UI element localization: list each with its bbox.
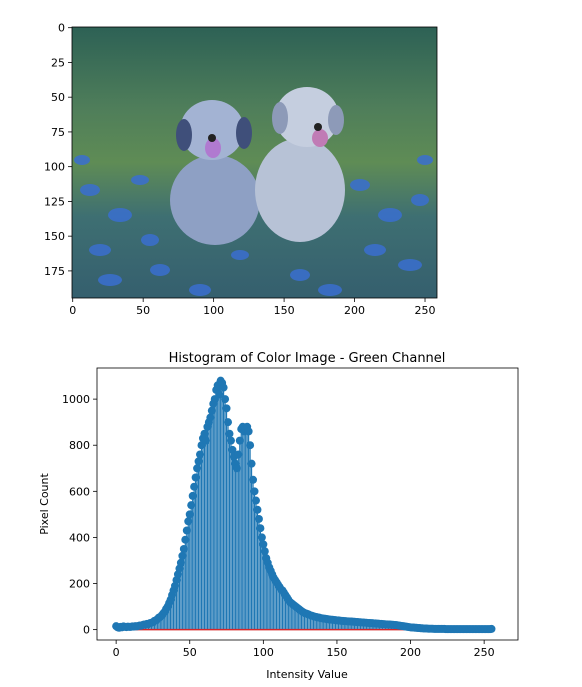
- stem-marker: [196, 450, 205, 459]
- y-tick-label: 75: [51, 126, 65, 139]
- stem-marker: [191, 473, 200, 482]
- y-tick-label: 50: [51, 91, 65, 104]
- stem-marker: [487, 624, 496, 633]
- y-tick-label: 600: [69, 485, 90, 498]
- stem-marker: [224, 418, 233, 427]
- y-tick-label: 100: [44, 161, 65, 174]
- y-axis-label: Pixel Count: [38, 473, 51, 535]
- x-tick-label: 50: [136, 304, 150, 317]
- y-tick-label: 25: [51, 56, 65, 69]
- y-tick-label: 175: [44, 265, 65, 278]
- chart-title: Histogram of Color Image - Green Channel: [169, 351, 446, 366]
- stem-marker: [250, 487, 259, 496]
- x-tick-label: 50: [183, 646, 197, 659]
- x-tick-label: 100: [203, 304, 224, 317]
- y-tick-label: 1000: [62, 393, 90, 406]
- stem-marker: [228, 445, 237, 454]
- x-tick-label: 150: [326, 646, 347, 659]
- stem-marker: [251, 496, 260, 505]
- puppy: [255, 87, 345, 242]
- stem-marker: [188, 491, 197, 500]
- x-tick-label: 200: [400, 646, 421, 659]
- photo: [72, 27, 437, 298]
- axes-frame: [71, 26, 438, 299]
- stem-marker: [232, 464, 241, 473]
- stem-marker: [185, 510, 194, 519]
- stem-marker: [221, 395, 230, 404]
- stem-marker: [235, 436, 244, 445]
- stem-marker: [226, 436, 235, 445]
- x-tick-label: 0: [69, 304, 76, 317]
- stem-marker: [256, 524, 265, 533]
- stem-marker: [244, 427, 253, 436]
- stem-marker: [187, 501, 196, 510]
- y-tick-label: 0: [83, 624, 90, 637]
- stem-marker: [178, 551, 187, 560]
- stem-marker: [257, 533, 266, 542]
- x-tick-label: 0: [113, 646, 120, 659]
- x-tick-label: 150: [274, 304, 295, 317]
- y-tick-label: 125: [44, 195, 65, 208]
- stem-marker: [194, 457, 203, 466]
- stem-marker: [215, 390, 224, 399]
- stem-marker: [260, 547, 269, 556]
- stem-marker: [200, 429, 209, 438]
- stem-marker: [246, 441, 255, 450]
- axes-frame: [96, 367, 519, 641]
- stem-marker: [201, 436, 210, 445]
- x-tick-label: 250: [415, 304, 436, 317]
- stem-marker: [193, 464, 202, 473]
- y-tick-label: 0: [58, 22, 65, 35]
- stem-marker: [206, 413, 215, 422]
- y-tick-label: 800: [69, 439, 90, 452]
- stem-marker: [182, 526, 191, 535]
- stem-marker: [254, 514, 263, 523]
- stem-marker: [247, 459, 256, 468]
- y-tick-label: 150: [44, 230, 65, 243]
- stem-marker: [176, 558, 185, 567]
- stem-marker: [234, 450, 243, 459]
- x-axis-label: Intensity Value: [266, 668, 348, 681]
- x-tick-label: 250: [474, 646, 495, 659]
- y-tick-label: 200: [69, 578, 90, 591]
- y-tick-label: 400: [69, 531, 90, 544]
- x-tick-label: 200: [344, 304, 365, 317]
- stem-marker: [253, 505, 262, 514]
- stem-marker: [219, 383, 228, 392]
- stem-marker: [222, 404, 231, 413]
- stem-marker: [259, 540, 268, 549]
- stem-marker: [179, 544, 188, 553]
- stem-marker: [249, 475, 258, 484]
- stem-marker: [207, 406, 216, 415]
- stem-marker: [225, 429, 234, 438]
- stem-marker: [184, 517, 193, 526]
- x-tick-label: 100: [253, 646, 274, 659]
- puppy: [170, 100, 260, 245]
- stem-marker: [181, 535, 190, 544]
- stem-marker: [190, 482, 199, 491]
